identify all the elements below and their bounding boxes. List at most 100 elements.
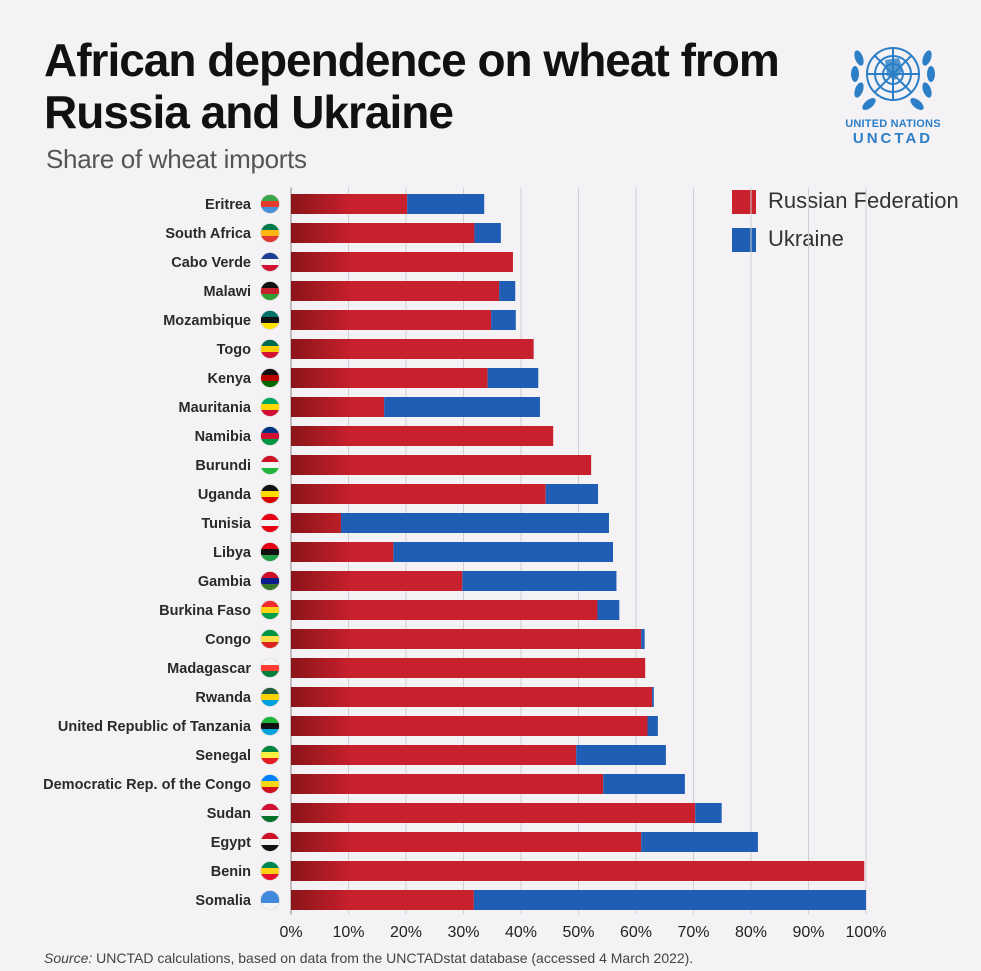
country-label: Senegal xyxy=(195,748,251,764)
x-tick-label: 90% xyxy=(792,924,824,941)
bar-russia xyxy=(291,745,577,765)
bar-ukraine xyxy=(641,832,758,852)
bar-ukraine xyxy=(597,600,620,620)
country-label: Tunisia xyxy=(201,516,252,532)
country-label: Mozambique xyxy=(163,313,251,329)
bar-russia xyxy=(291,397,385,417)
bar-russia xyxy=(291,832,642,852)
bar-russia xyxy=(291,658,646,678)
country-label: Sudan xyxy=(207,806,251,822)
bar-ukraine xyxy=(487,368,539,388)
country-flag-icon xyxy=(260,455,280,475)
country-label: Somalia xyxy=(195,893,252,909)
x-tick-label: 100% xyxy=(846,924,887,941)
country-label: Democratic Rep. of the Congo xyxy=(43,777,251,793)
country-flag-icon xyxy=(260,832,280,852)
bar-russia xyxy=(291,774,604,794)
bar-russia xyxy=(291,861,865,881)
country-flag-icon xyxy=(260,397,280,417)
x-tick-label: 30% xyxy=(447,924,479,941)
source-label: Source: xyxy=(44,950,93,966)
bar-ukraine xyxy=(341,513,609,533)
x-tick-label: 40% xyxy=(505,924,537,941)
country-label: Togo xyxy=(217,342,251,358)
chart-subtitle: Share of wheat imports xyxy=(46,144,307,174)
source-note: Source: UNCTAD calculations, based on da… xyxy=(44,950,693,966)
country-flag-icon xyxy=(260,310,280,330)
country-label: Namibia xyxy=(195,429,252,445)
country-label: Madagascar xyxy=(167,661,251,677)
bar-ukraine xyxy=(491,310,516,330)
bar-ukraine xyxy=(647,716,658,736)
x-tick-label: 0% xyxy=(279,924,302,941)
bar-ukraine xyxy=(603,774,685,794)
legend-swatch-ukraine xyxy=(732,228,756,252)
country-flag-icon xyxy=(260,339,280,359)
country-label: Burkina Faso xyxy=(159,603,251,619)
bar-russia xyxy=(291,542,394,562)
bar-ukraine xyxy=(545,484,599,504)
source-text: UNCTAD calculations, based on data from … xyxy=(92,950,694,966)
country-flag-icon xyxy=(260,890,280,910)
bar-russia xyxy=(291,252,513,272)
bar-russia xyxy=(291,513,342,533)
country-flag-icon xyxy=(260,484,280,504)
x-tick-label: 50% xyxy=(562,924,594,941)
bar-russia xyxy=(291,484,546,504)
country-label: Egypt xyxy=(211,835,251,851)
country-flag-icon xyxy=(260,194,280,214)
country-flag-icon xyxy=(260,803,280,823)
country-flag-icon xyxy=(260,745,280,765)
bar-ukraine xyxy=(641,629,645,649)
country-flag-icon xyxy=(260,629,280,649)
country-label: Gambia xyxy=(198,574,252,590)
bar-ukraine xyxy=(499,281,516,301)
x-tick-label: 20% xyxy=(390,924,422,941)
country-flag-icon xyxy=(260,426,280,446)
country-label: South Africa xyxy=(165,226,252,242)
country-label: Congo xyxy=(205,632,251,648)
bar-ukraine xyxy=(576,745,666,765)
bar-ukraine xyxy=(474,223,501,243)
logo-unctad: UNCTAD xyxy=(852,130,934,147)
chart-title: African dependence on wheat from Russia … xyxy=(44,34,780,138)
country-flag-icon xyxy=(260,223,280,243)
unctad-logo: UNITED NATIONS UNCTAD xyxy=(840,36,946,156)
country-flag-icon xyxy=(260,658,280,678)
country-flag-icon xyxy=(260,368,280,388)
bar-russia xyxy=(291,339,534,359)
legend-label-russia: Russian Federation xyxy=(768,188,959,213)
country-flag-icon xyxy=(260,281,280,301)
bar-russia xyxy=(291,223,475,243)
bar-russia xyxy=(291,571,463,591)
logo-united-nations: UNITED NATIONS xyxy=(845,118,941,130)
country-label: Benin xyxy=(211,864,251,880)
country-label: Cabo Verde xyxy=(171,255,251,271)
bar-ukraine xyxy=(462,571,617,591)
bar-russia xyxy=(291,716,648,736)
bar-russia xyxy=(291,310,492,330)
bar-ukraine xyxy=(407,194,485,214)
country-label: Burundi xyxy=(195,458,251,474)
country-flag-icon xyxy=(260,774,280,794)
country-flag-icon xyxy=(260,600,280,620)
country-flag-icon xyxy=(260,542,280,562)
bar-russia xyxy=(291,629,642,649)
x-tick-label: 70% xyxy=(677,924,709,941)
country-label: Eritrea xyxy=(205,197,252,213)
bar-ukraine xyxy=(384,397,540,417)
country-label: United Republic of Tanzania xyxy=(58,719,252,735)
country-flag-icon xyxy=(260,513,280,533)
bar-ukraine xyxy=(473,890,866,910)
bar-ukraine xyxy=(695,803,722,823)
country-label: Rwanda xyxy=(195,690,252,706)
bar-russia xyxy=(291,687,653,707)
bar-russia xyxy=(291,890,474,910)
un-emblem-icon xyxy=(851,47,935,110)
bar-russia xyxy=(291,426,554,446)
country-flag-icon xyxy=(260,252,280,272)
x-tick-label: 80% xyxy=(735,924,767,941)
bar-ukraine xyxy=(393,542,613,562)
country-flag-icon xyxy=(260,861,280,881)
